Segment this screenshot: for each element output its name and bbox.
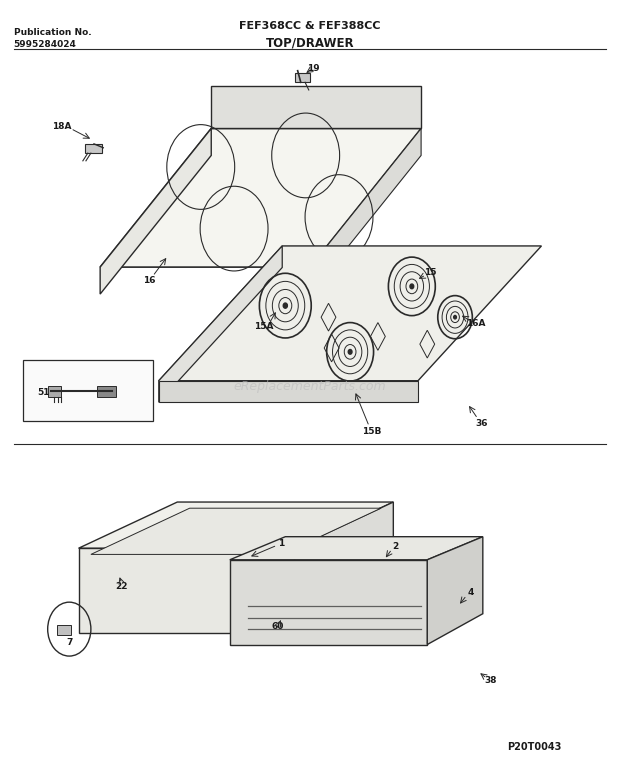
Polygon shape <box>100 128 421 267</box>
Circle shape <box>283 303 288 308</box>
Text: 36: 36 <box>476 419 488 428</box>
Polygon shape <box>79 548 294 633</box>
Circle shape <box>410 284 414 288</box>
Bar <box>294 73 310 82</box>
Circle shape <box>454 315 456 319</box>
Text: 7: 7 <box>66 638 73 647</box>
Polygon shape <box>159 246 541 381</box>
Polygon shape <box>427 536 483 645</box>
Text: 18A: 18A <box>52 121 72 131</box>
Polygon shape <box>310 128 421 294</box>
Text: 22: 22 <box>115 582 128 591</box>
Text: 2: 2 <box>392 542 398 551</box>
Circle shape <box>348 349 352 354</box>
Bar <box>97 386 115 397</box>
Text: 15A: 15A <box>254 322 273 331</box>
Text: 60: 60 <box>272 622 284 632</box>
Text: eReplacementParts.com: eReplacementParts.com <box>234 380 386 393</box>
Text: 15: 15 <box>424 268 436 277</box>
Text: FEF368CC & FEF388CC: FEF368CC & FEF388CC <box>239 21 381 31</box>
Text: 1: 1 <box>278 539 284 548</box>
Text: 15B: 15B <box>362 427 381 436</box>
Text: 19: 19 <box>307 64 319 73</box>
Polygon shape <box>159 381 418 402</box>
Bar <box>57 625 71 635</box>
Text: 4: 4 <box>467 588 474 598</box>
Text: 38: 38 <box>485 676 497 685</box>
Text: 16A: 16A <box>466 318 485 328</box>
Polygon shape <box>100 128 211 294</box>
Text: 16: 16 <box>143 276 156 284</box>
Text: TOP/DRAWER: TOP/DRAWER <box>266 36 354 49</box>
FancyBboxPatch shape <box>23 359 153 421</box>
Bar <box>48 386 61 397</box>
Polygon shape <box>211 86 421 128</box>
Polygon shape <box>91 508 381 554</box>
Bar <box>85 144 102 153</box>
Polygon shape <box>79 502 393 548</box>
Polygon shape <box>294 502 393 633</box>
Text: P20T0043: P20T0043 <box>508 742 562 752</box>
Polygon shape <box>230 536 483 560</box>
Polygon shape <box>159 246 282 402</box>
Polygon shape <box>230 560 427 645</box>
Text: Publication No.
5995284024: Publication No. 5995284024 <box>14 29 91 49</box>
Text: 51: 51 <box>37 388 50 397</box>
